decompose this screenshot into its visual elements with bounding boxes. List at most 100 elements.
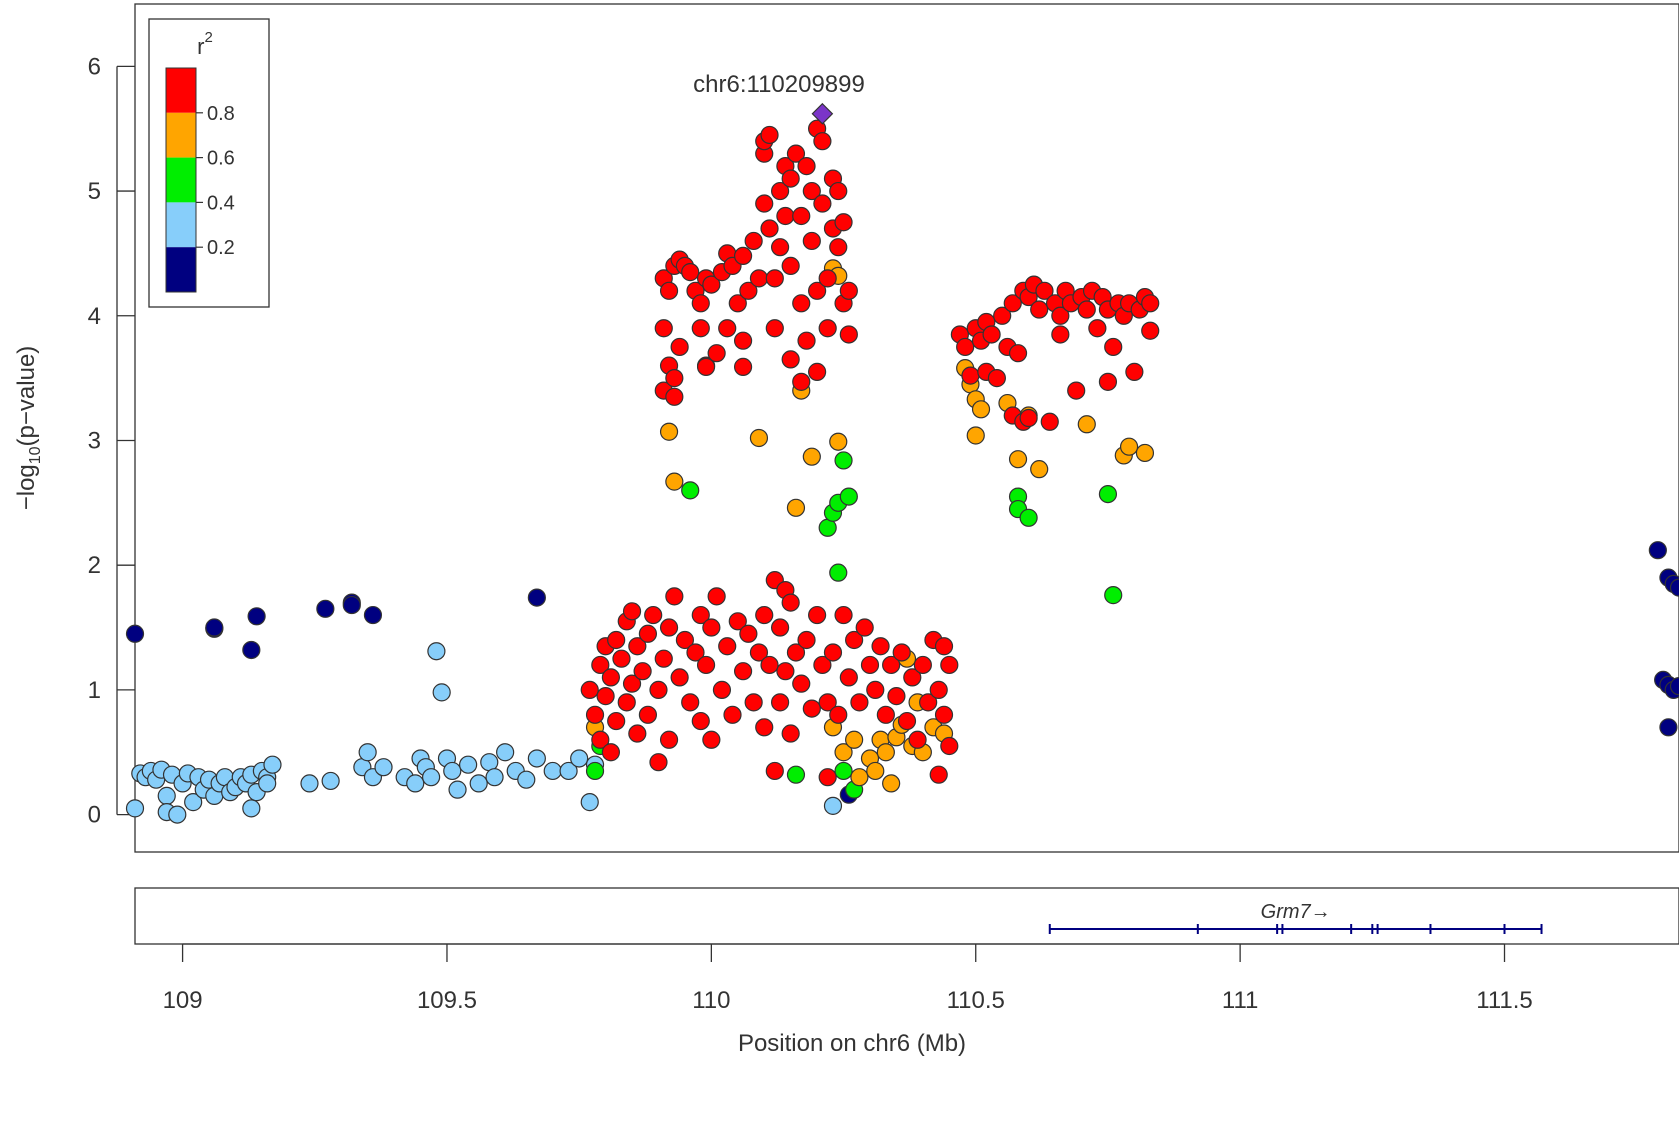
point-red-86: [639, 625, 656, 642]
point-orange-7: [830, 433, 847, 450]
point-red-175: [1020, 410, 1037, 427]
point-red-119: [772, 694, 789, 711]
x-tick-label-110.5: 110.5: [947, 987, 1005, 1014]
point-lightblue-45: [449, 781, 466, 798]
point-red-118: [772, 619, 789, 636]
point-red-59: [835, 214, 852, 231]
y-tick-label-5: 5: [88, 178, 101, 205]
legend-swatch-2: [166, 158, 196, 203]
y-tick-label-2: 2: [88, 552, 101, 579]
point-red-145: [893, 644, 910, 661]
point-red-115: [761, 656, 778, 673]
point-green-16: [1105, 587, 1122, 604]
point-red-80: [618, 694, 635, 711]
point-lightblue-9: [169, 806, 186, 823]
point-lightblue-35: [375, 759, 392, 776]
y-tick-label-3: 3: [88, 427, 101, 454]
point-red-3: [661, 282, 678, 299]
lead-snp-label: chr6:110209899: [693, 71, 865, 98]
point-orange-18: [883, 775, 900, 792]
point-red-165: [983, 326, 1000, 343]
point-lightblue-40: [423, 769, 440, 786]
gene-name: Grm7: [1261, 901, 1312, 923]
point-red-52: [814, 195, 831, 212]
legend-swatches: [166, 68, 196, 292]
point-red-102: [703, 619, 720, 636]
point-red-89: [650, 681, 667, 698]
point-red-62: [840, 326, 857, 343]
point-red-140: [867, 681, 884, 698]
point-lightblue-52: [518, 771, 535, 788]
point-lightblue-44: [444, 762, 461, 779]
point-red-25: [735, 247, 752, 264]
point-green-2: [682, 482, 699, 499]
gene-strand-arrow: →: [1311, 901, 1331, 923]
point-green-3: [787, 766, 804, 783]
point-red-132: [824, 644, 841, 661]
point-red-64: [793, 373, 810, 390]
point-red-85: [634, 663, 651, 680]
point-red-91: [655, 650, 672, 667]
point-red-106: [719, 638, 736, 655]
point-red-114: [756, 719, 773, 736]
point-red-94: [666, 588, 683, 605]
point-orange-38: [1121, 438, 1138, 455]
y-label-sub: 10: [27, 446, 44, 464]
point-red-107: [724, 706, 741, 723]
point-red-73: [597, 688, 614, 705]
y-axis-label: −log10(p−value): [13, 346, 44, 511]
point-red-128: [809, 607, 826, 624]
point-orange-4: [787, 499, 804, 516]
point-green-10: [835, 762, 852, 779]
point-red-138: [856, 619, 873, 636]
point-red-103: [703, 731, 720, 748]
point-orange-2: [666, 473, 683, 490]
y-tick-label-4: 4: [88, 303, 101, 330]
point-red-97: [682, 694, 699, 711]
point-red-90: [650, 754, 667, 771]
point-red-40: [782, 257, 799, 274]
point-red-109: [735, 663, 752, 680]
point-orange-6: [803, 448, 820, 465]
point-red-57: [830, 183, 847, 200]
point-red-117: [766, 762, 783, 779]
x-axis-label: Position on chr6 (Mb): [738, 1030, 966, 1057]
point-red-157: [930, 766, 947, 783]
point-red-43: [793, 295, 810, 312]
legend-label-0.4: 0.4: [207, 192, 235, 214]
point-red-76: [608, 632, 625, 649]
point-red-6: [666, 370, 683, 387]
point-green-14: [1020, 509, 1037, 526]
point-red-35: [766, 320, 783, 337]
point-lightblue-46: [460, 756, 477, 773]
point-red-152: [930, 681, 947, 698]
point-lightblue-31: [322, 772, 339, 789]
point-red-61: [840, 282, 857, 299]
point-red-155: [941, 656, 958, 673]
point-red-28: [750, 270, 767, 287]
point-red-95: [671, 669, 688, 686]
legend-swatch-0: [166, 68, 196, 113]
point-red-156: [941, 738, 958, 755]
point-red-24: [735, 332, 752, 349]
point-red-84: [629, 725, 646, 742]
point-red-66: [698, 358, 715, 375]
point-green-9: [840, 488, 857, 505]
x-tick-label-109: 109: [163, 987, 203, 1014]
point-red-87: [639, 706, 656, 723]
point-red-125: [793, 675, 810, 692]
point-red-63: [782, 351, 799, 368]
point-red-27: [745, 232, 762, 249]
point-navy-3: [243, 641, 260, 658]
point-lightblue-37: [407, 775, 424, 792]
gene-track: Grm7→: [1050, 901, 1542, 934]
point-red-32: [761, 126, 778, 143]
legend-title-sup: 2: [204, 29, 212, 46]
point-red-201: [1142, 322, 1159, 339]
point-red-137: [851, 694, 868, 711]
point-red-113: [756, 607, 773, 624]
point-red-11: [682, 264, 699, 281]
point-lightblue-42: [433, 684, 450, 701]
